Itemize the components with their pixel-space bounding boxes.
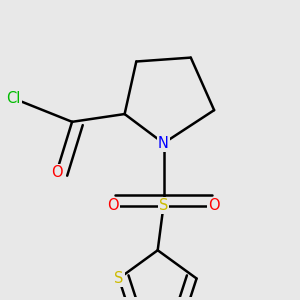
Text: O: O [107, 198, 119, 213]
Text: S: S [159, 198, 168, 213]
Text: Cl: Cl [7, 91, 21, 106]
Text: O: O [208, 198, 220, 213]
Text: N: N [158, 136, 169, 151]
Text: O: O [51, 165, 62, 180]
Text: S: S [114, 271, 124, 286]
